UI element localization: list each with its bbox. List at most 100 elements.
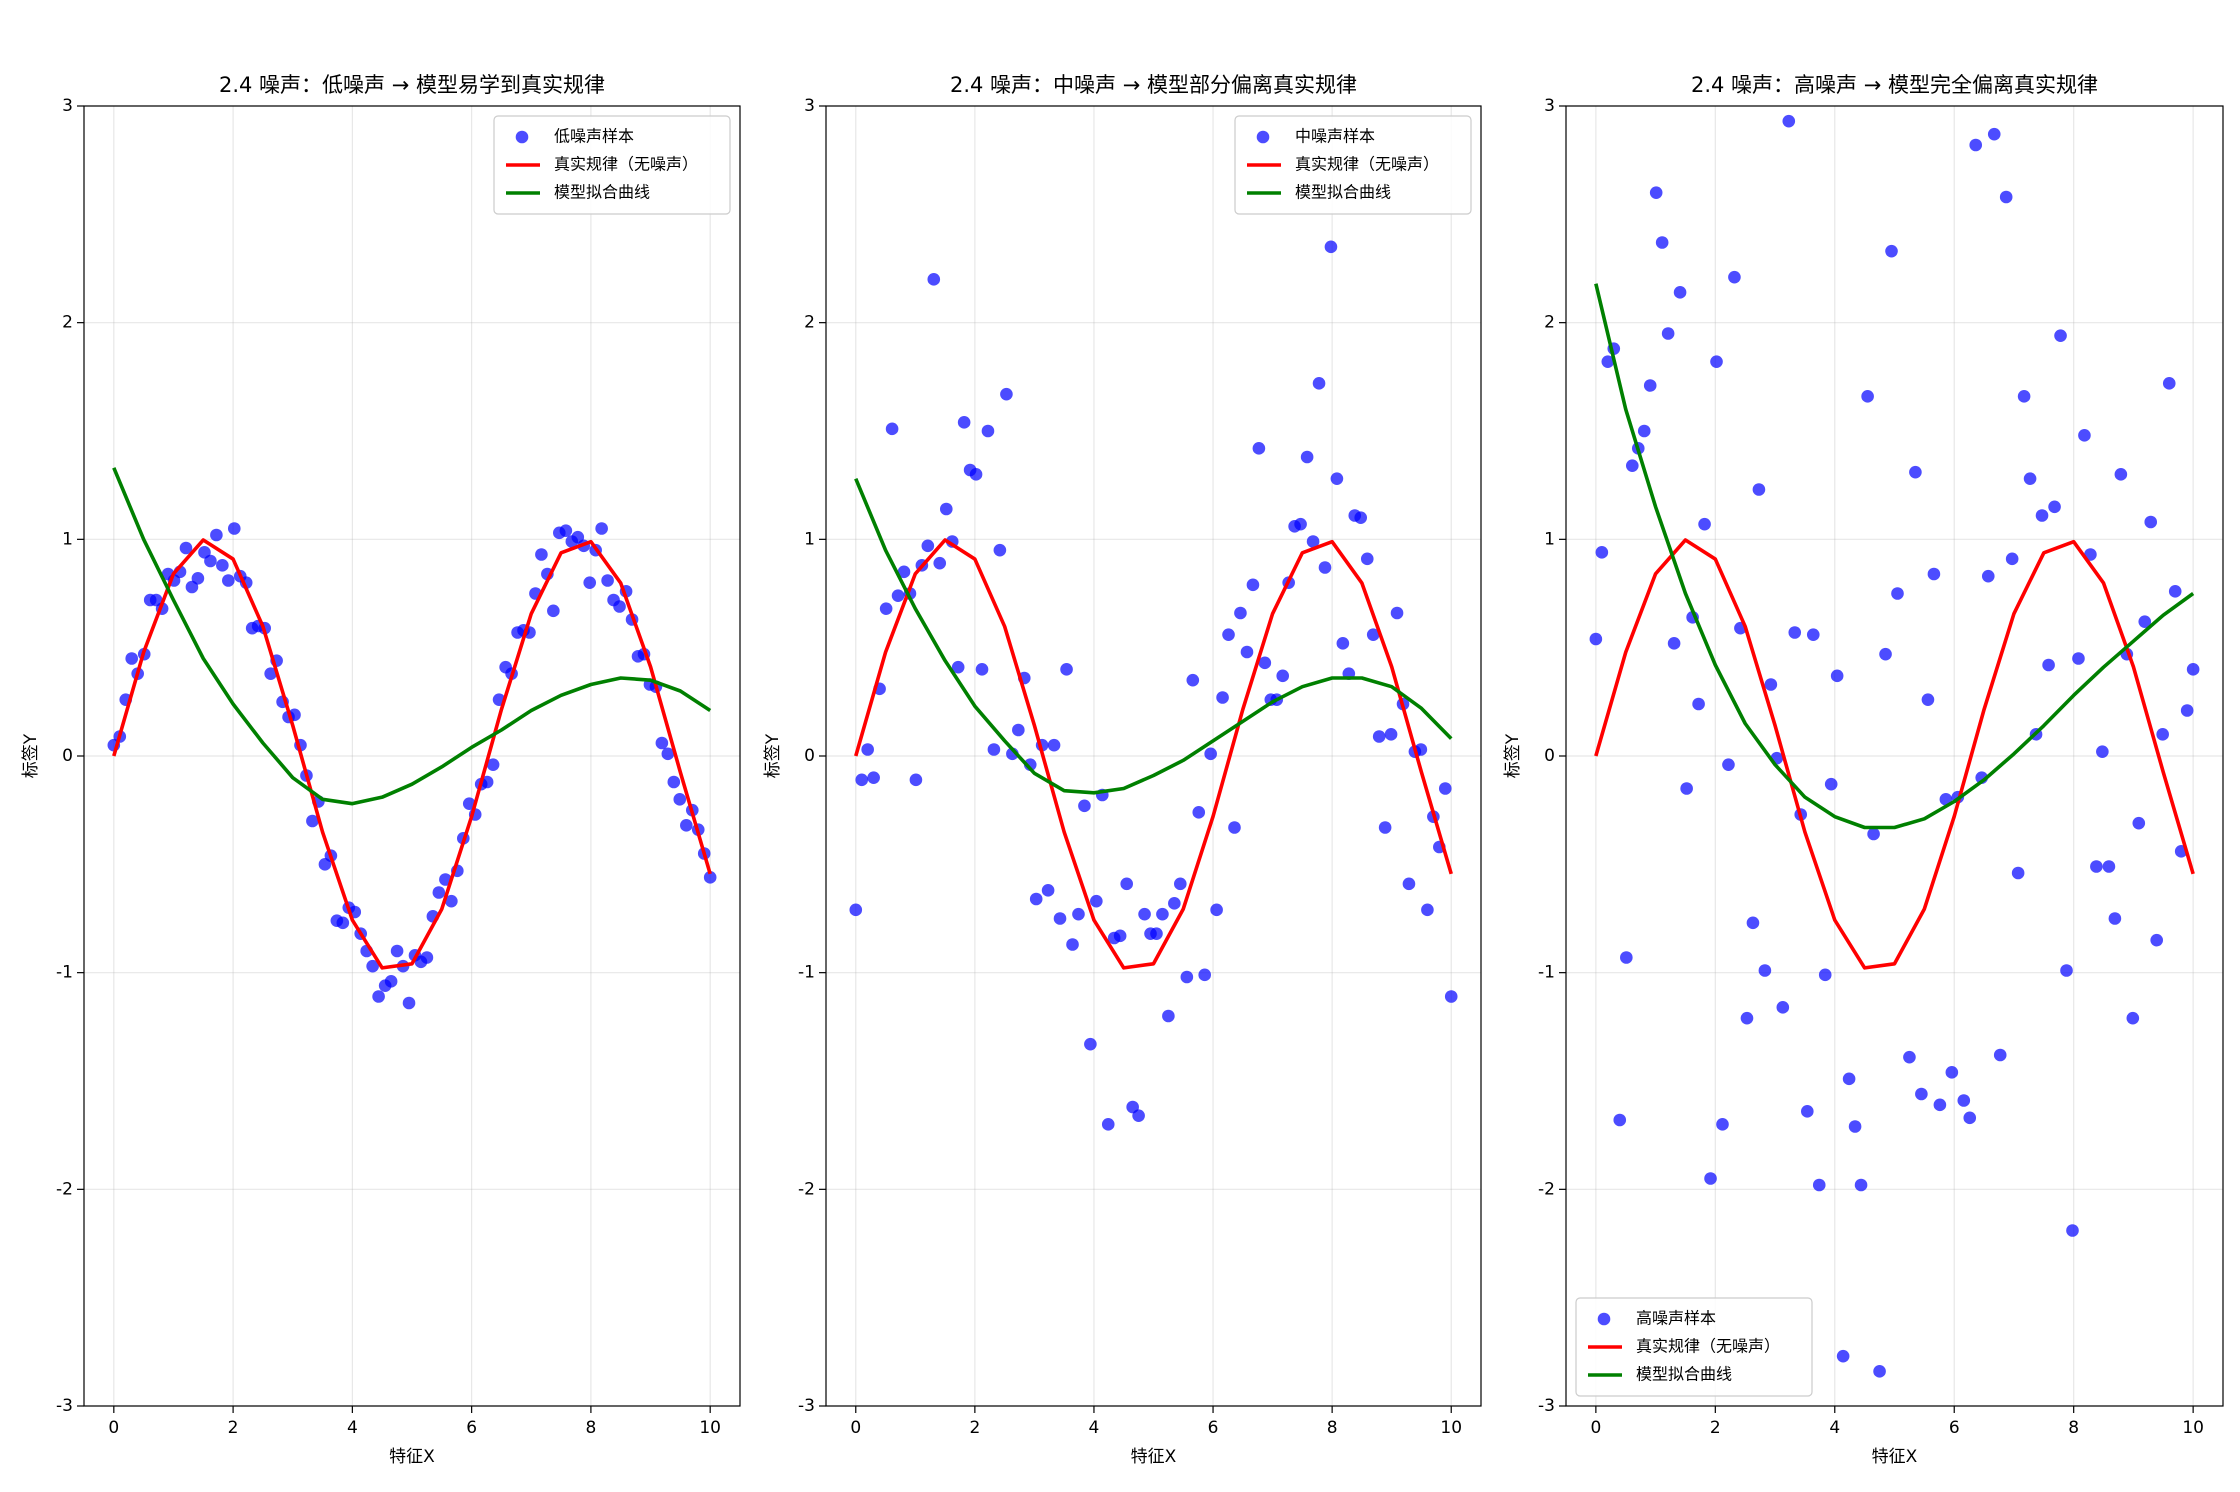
point bbox=[227, 522, 241, 535]
point bbox=[703, 871, 717, 884]
point bbox=[2090, 860, 2103, 873]
point bbox=[867, 771, 880, 784]
legend-label: 模型拟合曲线 bbox=[1295, 183, 1391, 202]
point bbox=[1867, 827, 1880, 841]
point bbox=[861, 743, 874, 756]
axes-frame bbox=[1565, 105, 2224, 1407]
point bbox=[601, 574, 614, 587]
y-tick-label: 3 bbox=[804, 96, 815, 116]
point bbox=[1384, 728, 1398, 741]
point bbox=[1921, 693, 1935, 706]
point bbox=[583, 576, 597, 589]
point bbox=[2011, 866, 2025, 880]
y-axis-label: 标签Y bbox=[763, 733, 783, 778]
point bbox=[1758, 964, 1772, 977]
point bbox=[987, 743, 1001, 756]
legend-label: 真实规律（无噪声） bbox=[1295, 155, 1439, 174]
point bbox=[667, 775, 681, 789]
y-tick-label: -1 bbox=[798, 963, 815, 983]
point bbox=[1438, 782, 1452, 795]
x-tick-label: 6 bbox=[1208, 1418, 1219, 1438]
point bbox=[559, 524, 573, 537]
point bbox=[222, 574, 235, 587]
point bbox=[204, 554, 217, 568]
point bbox=[1240, 645, 1254, 659]
point bbox=[1300, 450, 1314, 464]
y-tick-label: 0 bbox=[1544, 746, 1555, 766]
point bbox=[1643, 379, 1657, 392]
point bbox=[1987, 127, 2001, 141]
point bbox=[1198, 968, 1212, 982]
point bbox=[1090, 894, 1103, 908]
point bbox=[1246, 578, 1260, 592]
point bbox=[1716, 1118, 1729, 1131]
point bbox=[1222, 628, 1235, 641]
point bbox=[1620, 951, 1633, 964]
point bbox=[1812, 1178, 1826, 1192]
y-tick-label: 3 bbox=[1544, 96, 1555, 116]
point bbox=[1138, 907, 1151, 921]
x-tick-label: 4 bbox=[1089, 1418, 1100, 1438]
y-tick-label: -2 bbox=[798, 1179, 815, 1199]
point bbox=[1722, 758, 1735, 771]
x-tick-label: 0 bbox=[1590, 1418, 1601, 1438]
point bbox=[2066, 1224, 2079, 1237]
y-tick-label: -3 bbox=[56, 1396, 73, 1416]
point bbox=[1836, 1349, 1850, 1363]
point bbox=[1667, 637, 1681, 650]
x-tick-label: 6 bbox=[1949, 1418, 1960, 1438]
point bbox=[2023, 472, 2037, 485]
point bbox=[1113, 929, 1127, 943]
legend-label: 高噪声样本 bbox=[1636, 1309, 1716, 1328]
point bbox=[125, 652, 139, 665]
y-tick-label: 2 bbox=[1544, 313, 1555, 333]
point bbox=[179, 541, 193, 555]
legend-label: 真实规律（无噪声） bbox=[1636, 1337, 1780, 1356]
point bbox=[891, 589, 905, 602]
point bbox=[1180, 970, 1194, 984]
line bbox=[854, 477, 1453, 795]
point bbox=[1312, 377, 1326, 390]
point bbox=[2017, 390, 2031, 403]
point bbox=[1186, 673, 1200, 687]
point bbox=[216, 559, 229, 572]
point bbox=[2042, 658, 2055, 672]
panel: 0 2 4 6 8 10 -3 -2 -1 0 1 2 3 2.4 噪声：高噪声 → 模型完全偏离真实规律… bbox=[1503, 73, 2224, 1467]
line bbox=[1594, 538, 2195, 970]
x-tick-label: 8 bbox=[585, 1418, 596, 1438]
x-tick-label: 8 bbox=[2068, 1418, 2079, 1438]
point bbox=[1933, 1098, 1947, 1112]
point bbox=[1861, 390, 1874, 403]
legend-box bbox=[1234, 115, 1472, 215]
point bbox=[1782, 114, 1796, 128]
panel: 0 2 4 6 8 10 -3 -2 -1 0 1 2 3 2.4 噪声：低噪声 → 模型易学到真实规律特… bbox=[21, 73, 741, 1467]
y-tick-label: 3 bbox=[62, 96, 73, 116]
point bbox=[1162, 1009, 1175, 1023]
x-tick-label: 10 bbox=[1440, 1418, 1462, 1438]
point bbox=[1698, 517, 1711, 531]
point bbox=[1234, 606, 1247, 620]
point bbox=[2132, 816, 2146, 830]
point bbox=[1276, 669, 1290, 683]
point bbox=[1354, 511, 1368, 524]
point bbox=[1318, 561, 1332, 574]
point bbox=[2180, 704, 2194, 717]
point bbox=[1402, 877, 1416, 891]
point bbox=[2168, 585, 2182, 598]
point bbox=[2126, 1011, 2140, 1025]
point bbox=[1661, 327, 1675, 340]
point bbox=[1945, 1066, 1959, 1079]
point bbox=[1072, 907, 1085, 921]
y-tick-label: 1 bbox=[1544, 529, 1555, 549]
point bbox=[1252, 442, 1266, 455]
point bbox=[1324, 240, 1338, 254]
point bbox=[1993, 1048, 2007, 1062]
point bbox=[1879, 647, 1892, 661]
legend-label: 模型拟合曲线 bbox=[554, 183, 650, 202]
point bbox=[1746, 916, 1760, 930]
point bbox=[1830, 669, 1844, 683]
x-tick-label: 8 bbox=[1327, 1418, 1338, 1438]
y-tick-label: -2 bbox=[1538, 1179, 1555, 1199]
line bbox=[112, 538, 712, 970]
point bbox=[927, 273, 941, 286]
